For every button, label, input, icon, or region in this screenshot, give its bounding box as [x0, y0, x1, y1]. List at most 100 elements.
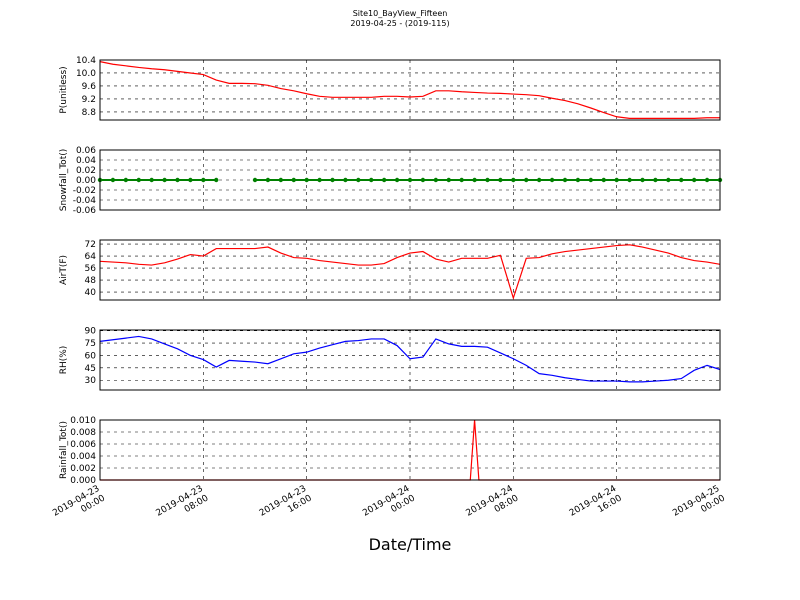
axes-frame [99, 239, 721, 301]
chart-title: Site10_BayView_Fifteen [353, 9, 448, 18]
x-tick: 2019-04-2316:00 [258, 484, 314, 528]
data-marker [381, 177, 387, 183]
x-tick-label: 2019-04-2316:00 [258, 484, 314, 528]
y-tick-label: 0.06 [76, 146, 96, 156]
data-marker [691, 177, 697, 183]
y-tick-label: 0.004 [70, 452, 96, 462]
x-tick-label: 2019-04-2300:00 [51, 484, 107, 528]
data-marker [459, 177, 464, 183]
y-tick-label: 75 [85, 339, 96, 349]
y-axis-label: Snowfall_Tot() [59, 149, 69, 212]
data-marker [201, 177, 206, 183]
data-marker [304, 177, 309, 183]
y-tick-label: 8.8 [82, 108, 97, 118]
y-tick-label: 0.006 [70, 440, 96, 450]
axes-frame [99, 329, 721, 391]
data-marker [562, 177, 568, 183]
data-marker [407, 177, 413, 183]
data-marker [149, 177, 154, 183]
x-tick-label: 2019-04-2500:00 [671, 484, 727, 528]
axes-frame [99, 149, 721, 211]
y-tick-label: -0.06 [73, 206, 97, 216]
data-marker [627, 177, 632, 183]
data-marker [369, 177, 374, 183]
y-tick-label: -0.02 [73, 186, 96, 196]
data-marker [549, 177, 555, 183]
x-tick: 2019-04-2400:00 [361, 484, 417, 528]
data-line [99, 244, 721, 301]
x-tick-label: 2019-04-2416:00 [568, 484, 624, 528]
x-tick: 2019-04-2300:00 [51, 484, 107, 528]
y-tick-label: 9.2 [82, 95, 96, 105]
y-tick-label: 0.04 [76, 156, 96, 166]
data-marker [394, 177, 400, 183]
data-marker [278, 177, 284, 183]
data-marker [175, 177, 180, 183]
y-tick-label: -0.04 [73, 196, 97, 206]
data-marker [136, 177, 141, 183]
data-marker [653, 177, 658, 183]
data-marker [640, 177, 645, 183]
data-marker [214, 177, 219, 183]
data-marker [575, 177, 581, 183]
data-marker [317, 177, 322, 183]
y-tick-label: 10.4 [76, 56, 96, 66]
y-tick-label: 90 [85, 327, 97, 337]
data-marker [265, 177, 271, 183]
data-marker [330, 177, 335, 183]
x-axis-label: Date/Time [369, 535, 452, 554]
y-tick-label: 72 [85, 240, 96, 250]
axes-frame [99, 419, 721, 481]
y-axis-label: AirT(F) [59, 255, 69, 285]
x-tick-label: 2019-04-2408:00 [465, 484, 521, 528]
y-axis-label: P(unitless) [59, 66, 69, 113]
data-marker [252, 177, 258, 183]
y-tick-label: 0.002 [70, 464, 96, 474]
data-marker [601, 177, 606, 183]
data-marker [485, 177, 490, 183]
data-marker [343, 177, 348, 183]
chart-subtitle: 2019-04-25 - (2019-115) [350, 19, 449, 28]
data-marker [356, 177, 361, 183]
y-tick-label: 60 [85, 351, 97, 361]
axes-frame [99, 59, 721, 121]
data-marker [110, 177, 116, 183]
data-marker [524, 177, 529, 183]
data-marker [420, 177, 426, 183]
data-marker [536, 177, 542, 183]
data-line [99, 61, 720, 119]
data-marker [433, 177, 439, 183]
data-marker [123, 177, 129, 183]
x-tick: 2019-04-2408:00 [465, 484, 521, 528]
data-line [99, 335, 721, 383]
y-tick-label: 0.02 [76, 166, 96, 176]
y-tick-label: 30 [85, 376, 97, 386]
data-marker [162, 177, 167, 183]
data-marker [679, 177, 684, 183]
x-tick: 2019-04-2308:00 [155, 484, 211, 528]
data-marker [291, 177, 296, 183]
y-tick-label: 64 [85, 252, 97, 262]
x-tick: 2019-04-2500:00 [671, 484, 727, 528]
y-tick-label: 10.0 [76, 69, 96, 79]
y-tick-label: 0.000 [70, 476, 96, 486]
data-marker [588, 177, 594, 183]
x-tick: 2019-04-2416:00 [568, 484, 624, 528]
y-tick-label: 0.008 [70, 428, 96, 438]
data-marker [666, 177, 671, 183]
y-axis-label: Rainfall_Tot() [59, 421, 69, 479]
data-marker [472, 177, 477, 183]
data-marker [614, 177, 619, 183]
y-tick-label: 48 [85, 276, 97, 286]
y-tick-label: 9.6 [82, 82, 97, 92]
y-tick-label: 40 [85, 288, 97, 298]
data-marker [498, 177, 503, 183]
x-tick-label: 2019-04-2400:00 [361, 484, 417, 528]
x-tick-label: 2019-04-2308:00 [155, 484, 211, 528]
y-tick-label: 0.010 [70, 416, 96, 426]
y-tick-label: 0.00 [76, 176, 96, 186]
data-marker [511, 177, 516, 183]
data-marker [704, 177, 710, 183]
y-tick-label: 45 [85, 364, 96, 374]
